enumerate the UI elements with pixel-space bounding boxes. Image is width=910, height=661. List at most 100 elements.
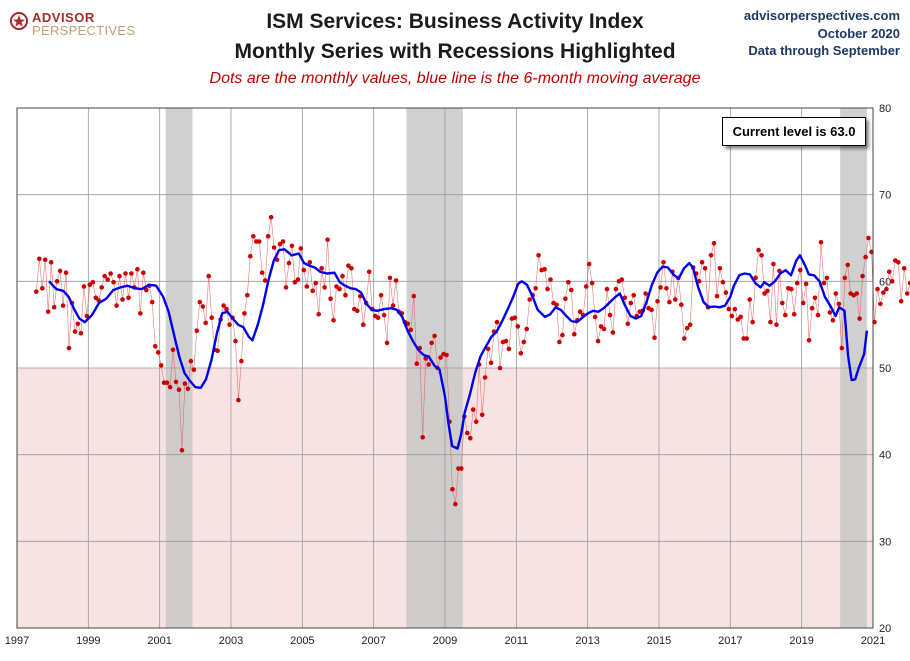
monthly-dot-181	[572, 331, 577, 337]
monthly-dot-267	[827, 310, 833, 315]
monthly-dot-220	[687, 322, 693, 328]
monthly-dot-31	[126, 295, 131, 301]
monthly-dot-190	[598, 324, 604, 329]
monthly-dot-100	[331, 318, 336, 323]
monthly-dot-272	[842, 275, 848, 281]
monthly-dot-80	[271, 245, 277, 250]
monthly-dot-176	[557, 339, 562, 345]
moving-average-path	[48, 248, 869, 450]
monthly-dot-40	[152, 344, 158, 349]
chart-title-line1: ISM Services: Business Activity Index	[266, 10, 644, 33]
monthly-dot-195	[613, 286, 619, 292]
monthly-dot-260	[806, 338, 812, 343]
monthly-dot-177	[560, 332, 565, 338]
monthly-dot-98	[325, 237, 330, 242]
monthly-dot-231	[720, 279, 726, 285]
monthly-dot-11	[66, 345, 72, 351]
monthly-dot-57	[203, 320, 208, 326]
monthly-dot-249	[774, 322, 779, 328]
logo-line1: ADVISOR	[32, 10, 95, 25]
monthly-dot-218	[682, 336, 687, 341]
monthly-dot-286	[884, 286, 889, 292]
monthly-dot-1	[37, 256, 42, 262]
monthly-dot-138	[444, 352, 449, 358]
monthly-dot-268	[830, 318, 836, 323]
monthly-dot-68	[236, 397, 241, 403]
monthly-dot-120	[390, 303, 396, 308]
monthly-dot-242	[753, 275, 758, 281]
monthly-dot-294	[907, 280, 910, 286]
monthly-dot-58	[206, 273, 211, 279]
monthly-dot-200	[628, 300, 634, 306]
monthly-dot-257	[797, 267, 803, 273]
monthly-dot-208	[652, 335, 657, 341]
monthly-dot-252	[783, 312, 788, 318]
monthly-dot-55	[197, 299, 203, 305]
monthly-dot-76	[259, 270, 265, 276]
y-tick-label-30: 30	[879, 536, 891, 548]
monthly-dot-291	[898, 299, 904, 304]
monthly-dot-97	[322, 285, 327, 290]
monthly-dot-241	[750, 319, 755, 325]
monthly-dot-188	[592, 314, 598, 320]
monthly-dot-99	[328, 296, 333, 302]
monthly-dot-292	[901, 266, 907, 271]
monthly-dot-103	[340, 273, 345, 279]
monthly-dot-263	[815, 312, 821, 318]
monthly-dot-94	[313, 280, 319, 286]
monthly-dot-235	[732, 306, 738, 312]
monthly-dot-213	[667, 299, 672, 305]
monthly-dot-95	[316, 312, 322, 317]
monthly-dot-34	[135, 266, 140, 272]
monthly-dot-245	[762, 291, 767, 296]
monthly-dot-165	[524, 326, 529, 332]
monthly-dot-197	[619, 277, 625, 282]
monthly-dot-13	[72, 329, 78, 334]
x-tick-label-2005: 2005	[290, 635, 314, 647]
source-note: Data through September	[748, 43, 900, 58]
monthly-dot-290	[896, 260, 901, 265]
x-tick-label-2001: 2001	[147, 635, 171, 647]
monthly-dot-89	[298, 246, 304, 251]
monthly-dot-83	[280, 239, 286, 244]
monthly-dot-232	[723, 290, 729, 295]
monthly-dot-173	[548, 277, 553, 282]
chart-title-line2: Monthly Series with Recessions Highlight…	[234, 40, 676, 63]
y-tick-label-40: 40	[879, 450, 891, 462]
monthly-dot-36	[141, 270, 146, 276]
monthly-dot-248	[771, 261, 776, 267]
monthly-dot-22	[99, 285, 104, 290]
monthly-dot-175	[554, 302, 559, 308]
source-site: advisorperspectives.com	[743, 8, 900, 23]
monthly-dot-39	[149, 299, 155, 305]
monthly-dot-90	[301, 267, 307, 273]
monthly-dot-198	[622, 295, 628, 301]
monthly-dot-219	[684, 325, 690, 331]
monthly-dot-240	[747, 297, 752, 302]
monthly-dot-17	[84, 313, 90, 319]
monthly-dot-101	[334, 284, 339, 289]
monthly-dot-126	[408, 327, 414, 333]
monthly-dot-14	[75, 321, 81, 327]
monthly-dot-211	[661, 260, 666, 265]
monthly-dot-77	[262, 278, 268, 283]
monthly-dot-279	[863, 254, 868, 260]
monthly-dot-16	[81, 284, 87, 289]
x-tick-label-2021: 2021	[861, 635, 885, 647]
x-tick-label-2019: 2019	[789, 635, 813, 647]
monthly-dot-147	[470, 407, 476, 412]
monthly-dot-35	[138, 311, 143, 316]
x-tick-label-2007: 2007	[361, 635, 385, 647]
monthly-dot-186	[586, 261, 592, 267]
monthly-dot-246	[765, 288, 770, 294]
monthly-dot-32	[129, 271, 134, 276]
x-tick-label-2003: 2003	[219, 635, 243, 647]
monthly-dot-205	[643, 291, 648, 296]
advisor-perspectives-logo: ADVISOR PERSPECTIVES	[10, 8, 140, 38]
monthly-dot-162	[515, 324, 521, 329]
monthly-dot-158	[503, 338, 509, 344]
monthly-dot-194	[610, 330, 616, 335]
source-date: October 2020	[817, 26, 900, 41]
monthly-dot-5	[48, 260, 54, 265]
